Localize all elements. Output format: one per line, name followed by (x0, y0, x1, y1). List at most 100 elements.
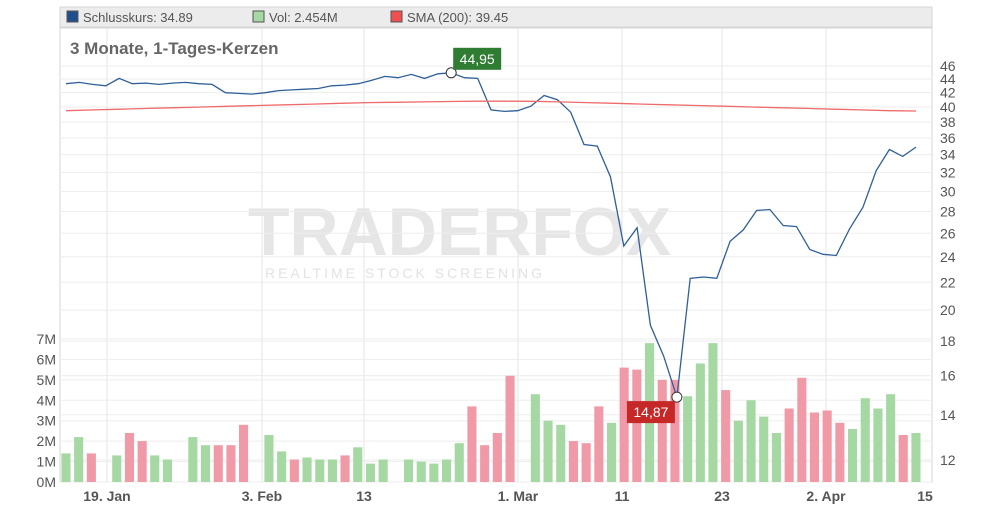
volume-bar (848, 428, 858, 482)
x-tick-label: 3. Feb (242, 488, 282, 504)
price-tick-label: 32 (940, 164, 956, 180)
volume-bar (74, 437, 84, 482)
annotations: 44,95 14,87 (445, 47, 683, 424)
volume-bar (302, 457, 312, 482)
legend-item-volume[interactable]: Vol: 2.454M (252, 10, 338, 25)
volume-bar (809, 412, 819, 482)
price-tick-label: 26 (940, 225, 956, 241)
volume-bar (340, 455, 350, 482)
volume-bar (505, 375, 515, 482)
volume-bar (416, 461, 426, 482)
legend-label-sma: SMA (200): 39.45 (407, 10, 508, 25)
volume-bar (61, 453, 71, 482)
annotation-label: 44,95 (460, 51, 495, 67)
volume-bar (112, 455, 122, 482)
x-tick-label: 23 (714, 488, 730, 504)
price-tick-label: 18 (940, 333, 956, 349)
volume-bar (797, 377, 807, 482)
volume-bar (201, 445, 211, 482)
volume-bar (873, 408, 883, 482)
price-tick-label: 20 (940, 302, 956, 318)
volume-bar (556, 424, 566, 482)
annotation-marker (445, 67, 457, 79)
legend-item-close[interactable]: Schlusskurs: 34.89 (66, 10, 193, 25)
legend-label-close: Schlusskurs: 34.89 (83, 10, 193, 25)
watermark-main: TRADERFOX (248, 194, 671, 270)
price-tick-label: 34 (940, 147, 956, 163)
watermark-sub: REALTIME STOCK SCREENING (265, 265, 545, 281)
volume-bar (492, 433, 502, 482)
volume-bar (442, 459, 452, 482)
annotation-label: 14,87 (633, 404, 668, 420)
volume-bar (543, 420, 553, 482)
volume-bar (898, 435, 908, 482)
price-tick-label: 42 (940, 85, 956, 101)
volume-bar (150, 455, 160, 482)
volume-bar (594, 406, 604, 482)
x-tick-label: 13 (356, 488, 372, 504)
volume-bar (784, 408, 794, 482)
volume-bar (695, 363, 705, 482)
volume-bar (530, 394, 540, 482)
volume-bar (213, 445, 223, 482)
volume-bar (657, 379, 667, 482)
volume-bar (708, 343, 718, 482)
x-tick-label: 15 (917, 488, 933, 504)
series-lines (65, 72, 917, 398)
x-tick-label: 1. Mar (498, 488, 539, 504)
x-tick-label: 11 (615, 488, 630, 504)
legend-swatch-sma (390, 10, 403, 23)
chart-title: 3 Monate, 1-Tages-Kerzen (70, 39, 278, 58)
volume-bar (429, 463, 439, 482)
price-tick-label: 44 (940, 71, 956, 87)
x-tick-label: 19. Jan (83, 488, 130, 504)
volume-bar (404, 459, 414, 482)
volume-bar (721, 390, 731, 482)
volume-tick-label: 2M (37, 433, 56, 449)
volume-bar (226, 445, 236, 482)
volume-bar (860, 398, 870, 482)
volume-bar (911, 433, 921, 482)
price-tick-label: 24 (940, 249, 956, 265)
annotation-box (453, 47, 502, 70)
volume-tick-label: 7M (37, 331, 56, 347)
price-tick-label: 38 (940, 114, 956, 130)
annotation-box (626, 401, 675, 424)
grid (60, 28, 932, 483)
volume-bar (746, 400, 756, 482)
volume-tick-label: 1M (37, 454, 56, 470)
sma-line (65, 100, 917, 112)
volume-bar (353, 447, 363, 482)
volume-bar (137, 441, 147, 482)
volume-bar (835, 422, 845, 482)
volume-bar (670, 379, 680, 482)
volume-tick-label: 3M (37, 413, 56, 429)
volume-bar (289, 459, 299, 482)
volume-bar (759, 416, 769, 482)
volume-bar (568, 441, 578, 482)
annotation-marker (671, 391, 683, 403)
volume-tick-label: 4M (37, 392, 56, 408)
volume-bar (467, 406, 477, 482)
volume-tick-label: 5M (37, 372, 56, 388)
legend-item-sma[interactable]: SMA (200): 39.45 (390, 10, 508, 25)
volume-bar (378, 459, 388, 482)
legend-swatch-volume (252, 10, 265, 23)
volume-bar (327, 459, 337, 482)
volume-tick-label: 6M (37, 351, 56, 367)
volume-bar (480, 445, 490, 482)
volume-bar (771, 433, 781, 482)
close-price-line (65, 72, 917, 398)
volume-bar (124, 433, 134, 482)
volume-bar (239, 424, 249, 482)
volume-bar (264, 435, 274, 482)
price-tick-label: 16 (940, 368, 956, 384)
volume-bar (683, 396, 693, 482)
volume-bar (86, 453, 96, 482)
price-tick-label: 40 (940, 99, 956, 115)
price-tick-label: 12 (940, 452, 956, 468)
volume-bar (822, 410, 832, 482)
